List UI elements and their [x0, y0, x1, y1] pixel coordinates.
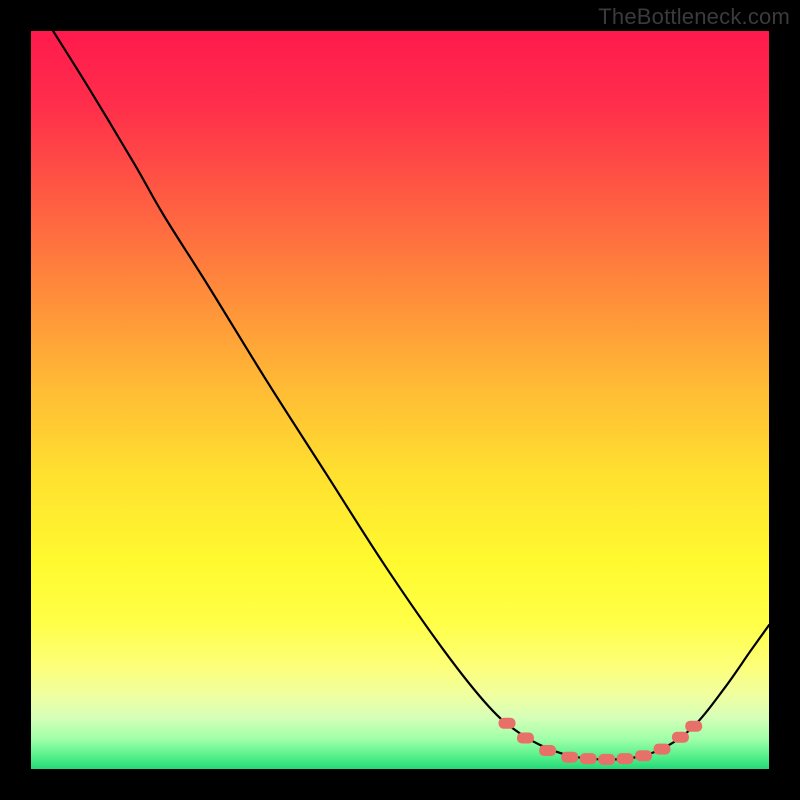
marker-point [561, 752, 578, 763]
watermark-text: TheBottleneck.com [598, 4, 790, 30]
marker-point [499, 718, 516, 729]
marker-point [517, 733, 534, 744]
chart-svg [31, 31, 769, 769]
marker-point [617, 753, 634, 764]
plot-area [31, 31, 769, 769]
marker-point [635, 750, 652, 761]
chart-container: TheBottleneck.com [0, 0, 800, 800]
marker-point [598, 754, 615, 765]
gradient-background [31, 31, 769, 769]
marker-point [580, 753, 597, 764]
marker-point [672, 732, 689, 743]
marker-point [539, 745, 556, 756]
marker-point [653, 744, 670, 755]
marker-point [685, 721, 702, 732]
